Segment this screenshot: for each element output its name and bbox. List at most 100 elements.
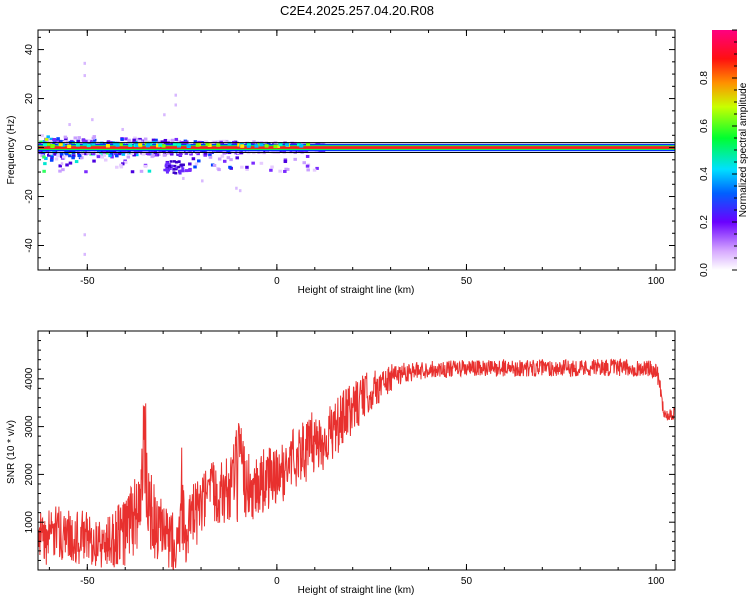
- spectrogram-blob: [278, 142, 283, 147]
- spectrogram-cell: [174, 167, 178, 171]
- spectrogram-cell: [84, 152, 88, 156]
- spectrogram-ylabel: Frequency (Hz): [6, 116, 17, 185]
- spectrogram-cell: [189, 152, 193, 156]
- spectrogram-cell: [119, 163, 123, 167]
- spectrogram-cell: [127, 139, 132, 143]
- spectrogram-cell: [186, 150, 190, 154]
- spectrogram-cell: [283, 169, 287, 173]
- spectrogram-cell: [61, 168, 65, 172]
- spectrogram-frame: [37, 29, 676, 271]
- spectrogram-cell: [203, 151, 208, 155]
- spectrogram-cell: [289, 150, 293, 154]
- spectrogram-cell: [121, 152, 126, 156]
- spectrogram-blob: [237, 143, 242, 147]
- spectrogram-outlier: [83, 252, 86, 256]
- spectrogram-blob: [177, 142, 182, 147]
- spectrogram-cell: [132, 153, 136, 157]
- carrier-band-core: [38, 146, 675, 149]
- snr-panel: -50 0 50 100 1000 2000 3000 4000 Height of stra…: [6, 330, 676, 596]
- spectrogram-cell: [173, 164, 177, 168]
- spectrogram-cell: [259, 161, 264, 165]
- spectrogram-cell: [208, 155, 213, 159]
- spectrogram-ytick-label: -40: [24, 238, 35, 253]
- spectrogram-cell: [286, 150, 290, 154]
- colorbar-gradient: [712, 30, 737, 270]
- spectrogram-cell: [42, 169, 46, 173]
- spectrogram-cell: [203, 153, 207, 157]
- spectrogram-cell: [123, 150, 127, 154]
- spectrogram-cell: [58, 164, 62, 168]
- spectrogram-cell: [245, 167, 249, 171]
- chart-title: C2E4.2025.257.04.20.R08: [280, 3, 434, 18]
- spectrogram-cell: [56, 137, 60, 141]
- spectrogram-cell: [305, 154, 310, 158]
- spectrogram-cell: [245, 165, 249, 169]
- spectrogram-cell: [154, 153, 158, 157]
- spectrogram-cell: [169, 160, 173, 163]
- spectrogram-blob: [240, 144, 245, 148]
- spectrogram-blob: [205, 142, 210, 146]
- spectrogram-ytick-label: 40: [24, 44, 35, 56]
- spectrogram-cell: [143, 164, 148, 168]
- spectrogram-cell: [174, 160, 178, 164]
- spectrogram-cell: [138, 137, 142, 141]
- spectrogram-blob: [86, 143, 91, 148]
- spectrogram-cell: [293, 157, 297, 161]
- spectrogram-blob: [299, 144, 304, 148]
- spectrogram-outlier: [238, 189, 242, 193]
- spectrogram-cell: [217, 168, 221, 172]
- spectrogram-cell: [150, 154, 155, 158]
- spectrogram-cell: [193, 140, 198, 144]
- snr-ytick-label: 2000: [24, 463, 35, 486]
- spectrogram-outlier: [235, 186, 238, 190]
- spectrogram-cell: [132, 138, 136, 142]
- spectrogram-blob: [161, 144, 166, 148]
- spectrogram-cell: [191, 157, 196, 161]
- spectrogram-cell: [71, 141, 76, 145]
- spectrogram-cell: [240, 165, 244, 169]
- snr-axes: -50 0 50 100 1000 2000 3000 4000: [24, 331, 675, 587]
- spectrogram-blob: [75, 143, 80, 147]
- spectrogram-cell: [43, 162, 47, 166]
- spectrogram-cell: [157, 140, 162, 144]
- spectrogram-cell: [139, 169, 144, 173]
- spectrogram-cell: [113, 152, 118, 156]
- spectrogram-blob: [128, 143, 133, 147]
- spectrogram-xtick-label: -50: [80, 276, 95, 287]
- spectrogram-cell: [121, 162, 125, 166]
- spectrogram-cell: [226, 156, 231, 160]
- spectrogram-cell: [80, 156, 84, 160]
- snr-ytick-label: 1000: [24, 511, 35, 534]
- spectrogram-cell: [299, 149, 303, 153]
- spectrogram-blob: [259, 142, 264, 147]
- spectrogram-xtick-label: 50: [461, 276, 473, 287]
- spectrogram-cell: [278, 169, 282, 173]
- spectrogram-cell: [177, 160, 181, 164]
- spectrogram-cell: [60, 140, 64, 144]
- spectrogram-cell: [41, 152, 45, 156]
- snr-frame: [37, 330, 676, 571]
- spectrogram-blob: [145, 143, 150, 148]
- spectrogram-marks: [38, 61, 675, 256]
- spectrogram-cell: [282, 150, 286, 154]
- colorbar-tick-label: 0.6: [699, 119, 710, 133]
- spectrogram-cell: [54, 157, 59, 161]
- spectrogram-blob: [227, 141, 232, 146]
- spectrogram-cell: [80, 152, 85, 156]
- spectrogram-cell: [163, 138, 168, 142]
- spectrogram-outlier: [182, 176, 185, 180]
- spectrogram-blob: [172, 141, 177, 146]
- spectrogram-cell: [45, 150, 50, 154]
- spectrogram-cell: [164, 163, 168, 167]
- spectrogram-cell: [162, 153, 167, 157]
- spectrogram-outlier: [174, 103, 177, 107]
- spectrogram-cell: [181, 169, 185, 173]
- spectrogram-blob: [118, 142, 123, 147]
- spectrogram-blob: [67, 144, 72, 149]
- spectrogram-xlabel: Height of straight line (km): [298, 285, 415, 296]
- spectrogram-cell: [190, 150, 195, 154]
- spectrogram-cell: [275, 150, 280, 154]
- spectrogram-cell: [168, 167, 172, 171]
- spectrogram-ytick-label: 0: [24, 144, 35, 150]
- spectrogram-cell: [168, 164, 172, 168]
